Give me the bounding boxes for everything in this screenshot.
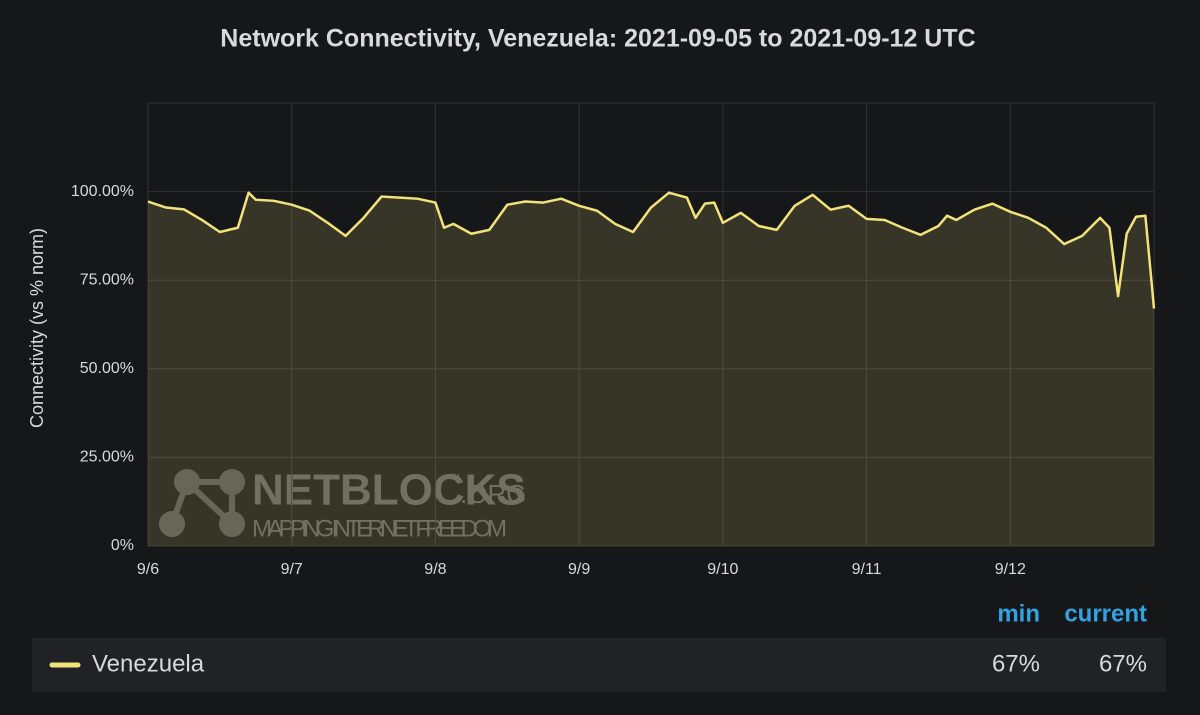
x-tick-label: 9/6 bbox=[137, 561, 159, 578]
watermark: NETBLOCKS ™ .ORG MAPPING INTERNET FREEDO… bbox=[159, 466, 526, 542]
y-tick-label: 75.00% bbox=[80, 271, 134, 288]
watermark-tagline: MAPPING INTERNET FREEDOM bbox=[252, 515, 507, 542]
x-tick-label: 9/11 bbox=[852, 561, 882, 578]
series-line bbox=[147, 191, 1156, 309]
x-tick-label: 9/8 bbox=[424, 561, 446, 578]
y-tick-label: 25.00% bbox=[80, 449, 134, 466]
legend-label: Venezuela bbox=[92, 650, 205, 677]
legend-header: min bbox=[997, 600, 1040, 627]
x-tick-label: 9/7 bbox=[281, 561, 303, 578]
watermark-suffix: .ORG bbox=[460, 479, 526, 509]
legend-value: 67% bbox=[992, 650, 1040, 677]
legend-value: 67% bbox=[1099, 650, 1147, 677]
watermark-brand: NETBLOCKS bbox=[252, 466, 526, 515]
legend-row bbox=[32, 638, 1166, 692]
chart-title: Network Connectivity, Venezuela: 2021-09… bbox=[220, 25, 975, 53]
y-tick-label: 50.00% bbox=[80, 360, 134, 377]
legend-header: current bbox=[1064, 600, 1147, 627]
y-axis-label: Connectivity (vs % norm) bbox=[27, 228, 47, 428]
area-fill bbox=[148, 192, 1154, 546]
y-tick-label: 0% bbox=[111, 537, 134, 554]
watermark-mark: ™ bbox=[450, 473, 460, 484]
y-tick-label: 100.00% bbox=[71, 183, 134, 200]
x-tick-label: 9/9 bbox=[568, 561, 590, 578]
x-tick-label: 9/10 bbox=[707, 561, 738, 578]
watermark-logo bbox=[159, 469, 245, 537]
x-tick-label: 9/12 bbox=[995, 561, 1026, 578]
